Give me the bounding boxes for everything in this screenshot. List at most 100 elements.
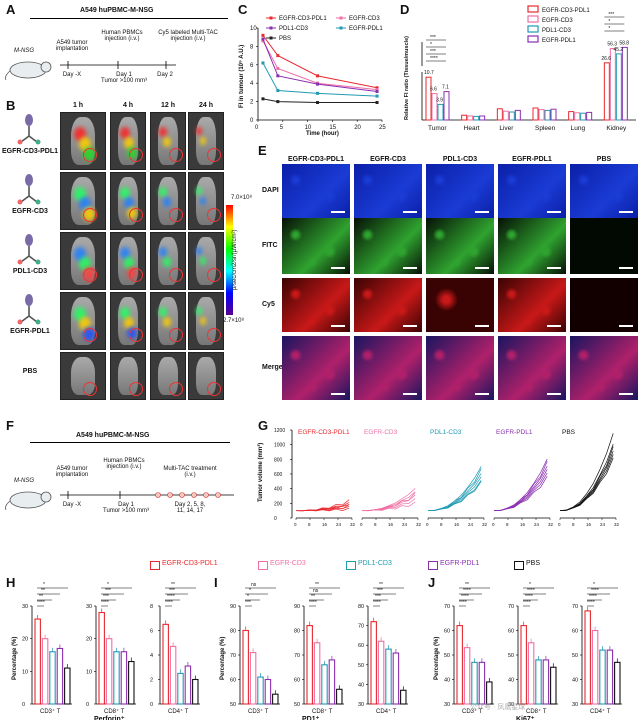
x-tick-label: 0	[360, 522, 363, 527]
growth-curve	[427, 481, 482, 512]
data-point	[261, 39, 265, 43]
sig-stars: ****	[463, 588, 471, 594]
y-tick-label: 10	[86, 669, 92, 675]
bar	[64, 667, 71, 705]
sig-stars: *	[43, 582, 45, 588]
micrograph	[498, 336, 566, 400]
chart-footer: Perforin⁺	[94, 716, 125, 720]
f-step2-top: Human PBMCs injection (i.v.)	[103, 458, 145, 470]
data-label: 26.6	[601, 56, 611, 62]
panel-label-a: A	[6, 2, 16, 17]
ivis-image	[150, 232, 186, 290]
sig-stars: **	[171, 582, 175, 588]
micrograph	[570, 218, 638, 274]
x-tick-label: 0	[558, 522, 561, 527]
antibody-tip	[17, 139, 23, 145]
growth-curve	[295, 504, 350, 512]
data-label: 58.8	[619, 40, 629, 46]
bar	[502, 110, 509, 121]
group-label: CD3⁺ T	[40, 708, 61, 715]
y-tick-label: 50	[508, 653, 514, 659]
signal-blob	[120, 247, 131, 259]
antibody-tip	[35, 199, 41, 205]
panel-label-i: I	[214, 575, 218, 590]
x-tick-label: 24	[600, 522, 606, 527]
legend-text: EGFR-CD3	[542, 18, 573, 24]
category-label: Spleen	[535, 125, 556, 132]
sig-stars: ****	[167, 594, 175, 600]
y-tick-label: 0	[150, 702, 153, 708]
group-title: PDL1-CD3	[430, 429, 462, 436]
sig-stars: *	[529, 582, 531, 588]
y-tick-label: 70	[358, 624, 364, 630]
sig-stars: ****	[525, 594, 533, 600]
x-tick-label: 8	[572, 522, 575, 527]
bar	[377, 640, 385, 705]
bar	[242, 629, 249, 705]
bar	[128, 660, 135, 705]
bar	[463, 647, 471, 705]
series-line	[262, 38, 378, 92]
y-tick-label: 60	[444, 629, 450, 635]
sig-stars: *	[107, 582, 109, 588]
scale-bar	[547, 325, 561, 327]
bar	[321, 664, 328, 705]
sig-stars: ****	[527, 588, 535, 594]
data-point	[261, 97, 265, 101]
legend-swatch	[514, 561, 524, 570]
legend-text: EGFR-PDL1	[440, 560, 480, 567]
bar	[606, 649, 614, 705]
signal-blob	[120, 127, 131, 139]
row-label-0: DAPI	[262, 187, 279, 194]
scale-bar	[475, 393, 489, 395]
bar	[527, 642, 535, 705]
signal-blob	[123, 257, 134, 270]
antibody-tip	[35, 139, 41, 145]
y-tick-label: 1000	[274, 443, 285, 449]
y-axis-label: Percentage (%)	[220, 637, 226, 680]
bar	[370, 621, 377, 705]
a-step2-bottom: Day 1 Tumor >100 mm³	[101, 72, 147, 84]
data-point	[276, 100, 280, 104]
sig-stars: ****	[430, 56, 438, 62]
data-point	[276, 66, 280, 70]
bar	[538, 109, 545, 121]
tumor-circle	[206, 207, 221, 222]
tumor-circle	[83, 207, 97, 222]
x-tick-label: 32	[482, 522, 488, 527]
sig-stars: ***	[169, 588, 175, 594]
a-step1-bottom: Day -X	[62, 72, 82, 78]
colorbar-unit: p/sec/cm2/sr/(µW/cm²)	[232, 229, 238, 290]
sig-stars: ***	[430, 49, 436, 55]
time-label-2: 12 h	[160, 102, 175, 109]
sig-stars: ****	[591, 588, 599, 594]
bar	[467, 115, 474, 121]
micrograph	[426, 164, 494, 218]
legend-text: PBS	[526, 560, 541, 567]
group-label: CD3⁺ T	[462, 708, 483, 715]
data-point	[316, 82, 320, 86]
chart-footer: PD1⁺	[302, 716, 320, 720]
y-tick-label: 80	[230, 629, 236, 635]
x-tick-label: 32	[614, 522, 620, 527]
data-point	[375, 86, 379, 90]
ivis-image	[150, 112, 186, 170]
bar	[34, 618, 41, 705]
y-tick-label: 80	[294, 629, 300, 635]
y-tick-label: 60	[572, 629, 578, 635]
y-tick-label: 0	[22, 702, 25, 708]
a-step2-top: Human PBMCs injection (i.v.)	[101, 30, 143, 42]
legend-text: EGFR-CD3-PDL1	[162, 560, 218, 567]
y-axis-label: Percentage (%)	[434, 637, 440, 680]
y-tick-label: 70	[572, 604, 578, 610]
sig-stars: ****	[461, 594, 469, 600]
growth-curve	[427, 468, 482, 512]
f-step1-top: A549 tumor implantation	[55, 466, 89, 478]
bar	[473, 115, 480, 121]
ivis-image	[188, 352, 224, 400]
legend-marker	[269, 36, 273, 40]
bar	[437, 103, 444, 121]
bar	[520, 625, 527, 705]
y-tick-label: 4	[250, 81, 254, 87]
watermark: 公众号 · 凤凰星球	[470, 704, 526, 711]
